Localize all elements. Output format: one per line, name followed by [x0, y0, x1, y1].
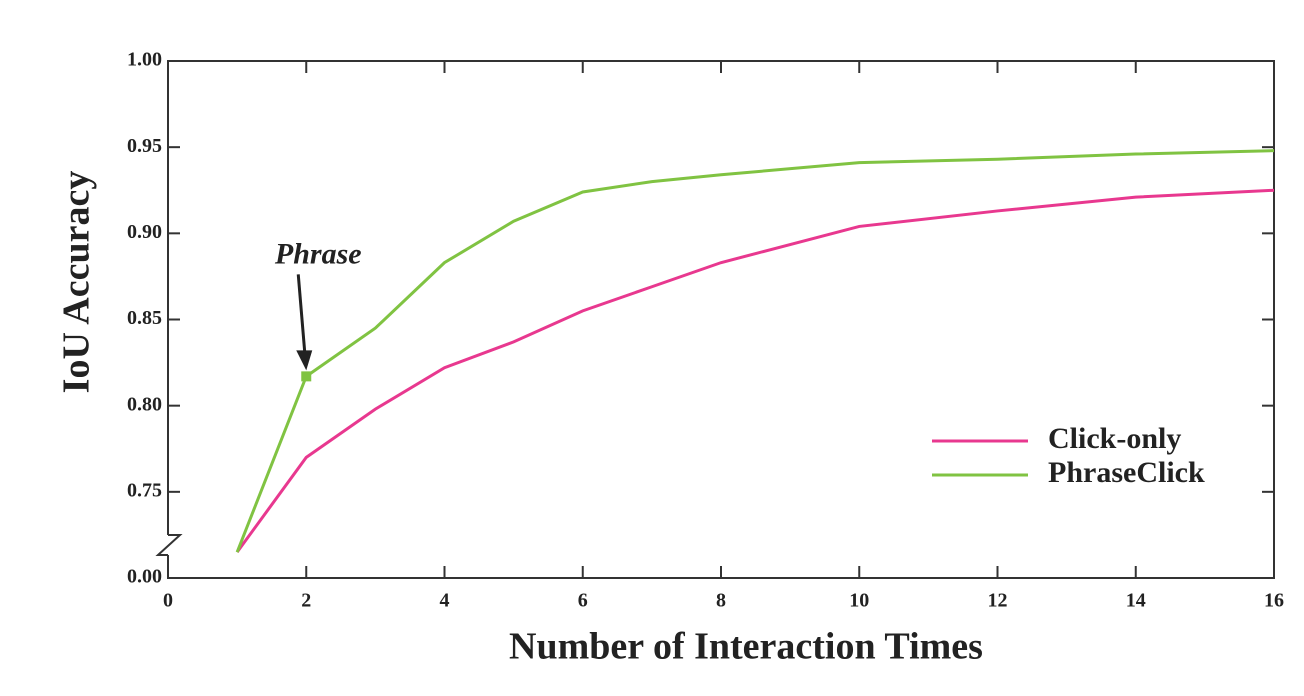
annotation-arrowhead — [296, 350, 313, 371]
legend-label: PhraseClick — [1048, 456, 1205, 489]
axis-frame — [167, 60, 1275, 579]
x-tick-label: 6 — [578, 590, 588, 612]
x-tick-label: 8 — [716, 590, 726, 612]
x-tick-label: 16 — [1264, 590, 1284, 612]
y-tick-label: 1.00 — [127, 49, 162, 71]
x-tick-label: 14 — [1126, 590, 1146, 612]
annotation-marker — [301, 371, 312, 382]
y-tick-label: 0.75 — [127, 479, 162, 501]
y-tick-label: 0.95 — [127, 135, 162, 157]
annotation-arrow — [296, 274, 307, 359]
y-axis-title: IoU Accuracy — [56, 171, 98, 394]
y-tick-label: 0.80 — [127, 393, 162, 415]
series-line — [235, 188, 1275, 554]
x-tick-label: 4 — [440, 590, 450, 612]
x-tick-label: 10 — [849, 590, 869, 612]
annotation-text: Phrase — [274, 237, 362, 270]
y-tick-label: 0.85 — [127, 307, 162, 329]
axis-break — [155, 534, 183, 556]
legend-label: Click-only — [1048, 422, 1181, 455]
series-line — [235, 149, 1275, 553]
x-axis-title: Number of Interaction Times — [509, 626, 983, 668]
y-tick-label: 0.00 — [127, 566, 162, 588]
x-tick-label: 12 — [988, 590, 1008, 612]
y-tick-label: 0.90 — [127, 221, 162, 243]
x-tick-label: 0 — [163, 590, 173, 612]
x-tick-label: 2 — [301, 590, 311, 612]
